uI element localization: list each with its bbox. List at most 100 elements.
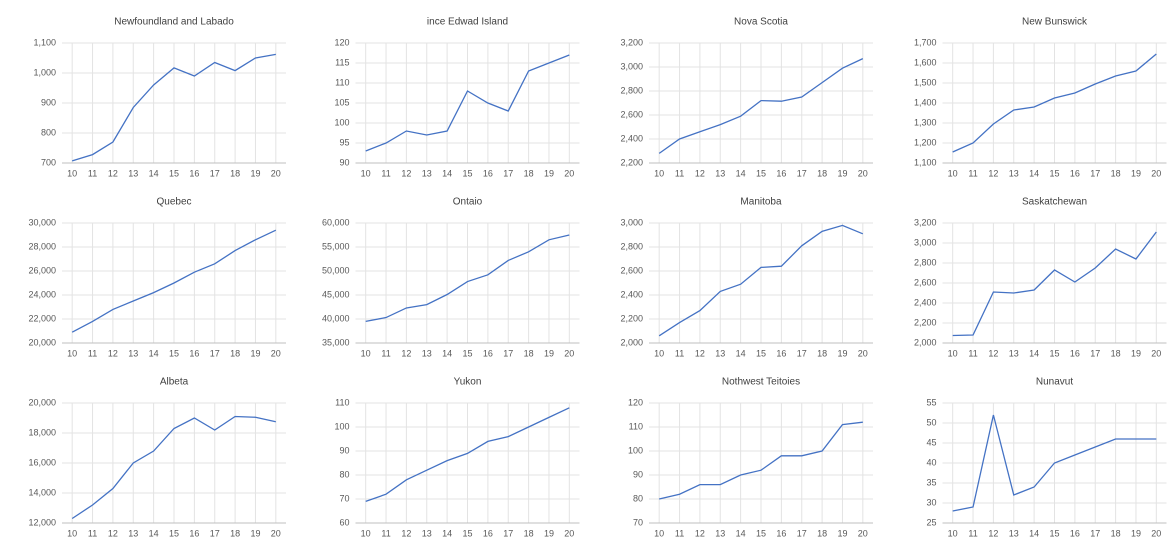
- x-tick-label: 19: [544, 168, 554, 178]
- x-tick-label: 17: [210, 528, 220, 538]
- y-tick-label: 3,000: [620, 61, 643, 71]
- y-tick-label: 100: [334, 421, 349, 431]
- x-tick-label: 12: [988, 168, 998, 178]
- x-tick-label: 19: [837, 348, 847, 358]
- y-tick-label: 80: [633, 493, 643, 503]
- x-tick-label: 13: [1009, 528, 1019, 538]
- y-tick-label: 12,000: [28, 517, 56, 527]
- y-tick-label: 100: [334, 117, 349, 127]
- y-tick-label: 60,000: [322, 217, 350, 227]
- chart-panel: Yukon 60 70 80 90 100 110 10 11 12 13 14 15 16 17 18 19 2…: [334, 377, 580, 538]
- x-tick-label: 15: [1049, 528, 1059, 538]
- x-tick-label: 19: [250, 168, 260, 178]
- x-tick-label: 16: [483, 348, 493, 358]
- y-tick-label: 3,200: [914, 217, 937, 227]
- x-tick-label: 18: [1111, 348, 1121, 358]
- y-tick-label: 90: [339, 157, 349, 167]
- y-tick-label: 2,400: [620, 289, 643, 299]
- x-tick-label: 17: [503, 168, 513, 178]
- y-tick-label: 1,600: [914, 57, 937, 67]
- x-tick-label: 18: [817, 528, 827, 538]
- y-tick-label: 30,000: [28, 217, 56, 227]
- x-tick-label: 18: [524, 528, 534, 538]
- y-tick-label: 2,000: [914, 337, 937, 347]
- x-tick-label: 12: [401, 348, 411, 358]
- data-line: [71, 53, 276, 162]
- x-tick-label: 16: [189, 168, 199, 178]
- x-tick-label: 12: [401, 528, 411, 538]
- x-tick-label: 14: [442, 168, 452, 178]
- x-tick-label: 13: [422, 528, 432, 538]
- x-tick-label: 15: [169, 528, 179, 538]
- x-tick-label: 10: [948, 528, 958, 538]
- x-tick-label: 17: [797, 528, 807, 538]
- y-tick-label: 2,600: [914, 277, 937, 287]
- chart-title: Ontaio: [453, 197, 483, 208]
- chart-panel: Newfoundland and Labado 700 800 900 1,000 1,1…: [33, 17, 286, 178]
- y-tick-label: 110: [335, 397, 349, 407]
- data-line: [658, 224, 864, 337]
- x-tick-label: 20: [271, 348, 281, 358]
- y-tick-label: 1,300: [914, 117, 937, 127]
- y-tick-label: 40: [926, 457, 936, 467]
- chart-title: Nunavut: [1036, 377, 1073, 388]
- x-tick-label: 16: [189, 348, 199, 358]
- x-tick-label: 10: [67, 528, 77, 538]
- x-tick-label: 15: [169, 348, 179, 358]
- y-tick-label: 800: [41, 127, 56, 137]
- x-tick-label: 19: [1131, 348, 1141, 358]
- y-tick-label: 2,200: [620, 313, 643, 323]
- x-tick-label: 14: [1029, 348, 1039, 358]
- y-tick-label: 2,000: [620, 337, 643, 347]
- x-tick-label: 20: [1151, 168, 1161, 178]
- y-tick-label: 105: [334, 97, 349, 107]
- chart-title: Newfoundland and Labado: [114, 17, 234, 28]
- x-tick-label: 18: [1111, 168, 1121, 178]
- x-tick-label: 16: [189, 528, 199, 538]
- x-tick-label: 15: [756, 528, 766, 538]
- x-tick-label: 10: [361, 168, 371, 178]
- y-tick-label: 2,600: [620, 109, 643, 119]
- x-tick-label: 10: [654, 528, 664, 538]
- x-tick-label: 13: [715, 348, 725, 358]
- x-tick-label: 20: [858, 348, 868, 358]
- y-tick-label: 115: [335, 57, 349, 67]
- y-tick-label: 3,200: [620, 37, 643, 47]
- x-tick-label: 10: [948, 348, 958, 358]
- y-tick-label: 35,000: [322, 337, 350, 347]
- x-tick-label: 18: [524, 348, 534, 358]
- y-tick-label: 55: [926, 397, 936, 407]
- x-tick-label: 18: [230, 168, 240, 178]
- x-tick-label: 13: [1009, 348, 1019, 358]
- x-tick-label: 14: [736, 348, 746, 358]
- y-tick-label: 2,800: [620, 241, 643, 251]
- y-tick-label: 26,000: [28, 265, 56, 275]
- x-tick-label: 17: [797, 348, 807, 358]
- y-tick-label: 22,000: [28, 313, 56, 323]
- x-tick-label: 17: [503, 528, 513, 538]
- chart-title: Manitoba: [740, 197, 782, 208]
- chart-title: Albeta: [160, 377, 189, 388]
- x-tick-label: 17: [1090, 168, 1100, 178]
- x-tick-label: 16: [483, 168, 493, 178]
- y-tick-label: 80: [339, 469, 349, 479]
- x-tick-label: 10: [67, 168, 77, 178]
- chart-panel: Nothwest Teitoies 70 80 90 100 110 120 10 11 12 13…: [628, 377, 873, 538]
- y-tick-label: 16,000: [28, 457, 56, 467]
- y-tick-label: 3,000: [620, 217, 643, 227]
- x-tick-label: 19: [1131, 528, 1141, 538]
- x-tick-label: 15: [462, 168, 472, 178]
- x-tick-label: 12: [695, 528, 705, 538]
- x-tick-label: 19: [544, 348, 554, 358]
- y-tick-label: 40,000: [322, 313, 350, 323]
- x-tick-label: 16: [776, 528, 786, 538]
- x-tick-label: 15: [1049, 168, 1059, 178]
- x-tick-label: 11: [88, 348, 97, 358]
- x-tick-label: 20: [271, 528, 281, 538]
- x-tick-label: 11: [675, 348, 684, 358]
- x-tick-label: 12: [695, 348, 705, 358]
- chart-panel: ince Edwad Island 90 95 100 105 110 115 120 10 11…: [334, 17, 580, 178]
- y-tick-label: 14,000: [28, 487, 56, 497]
- x-tick-label: 18: [524, 168, 534, 178]
- x-tick-label: 13: [128, 348, 138, 358]
